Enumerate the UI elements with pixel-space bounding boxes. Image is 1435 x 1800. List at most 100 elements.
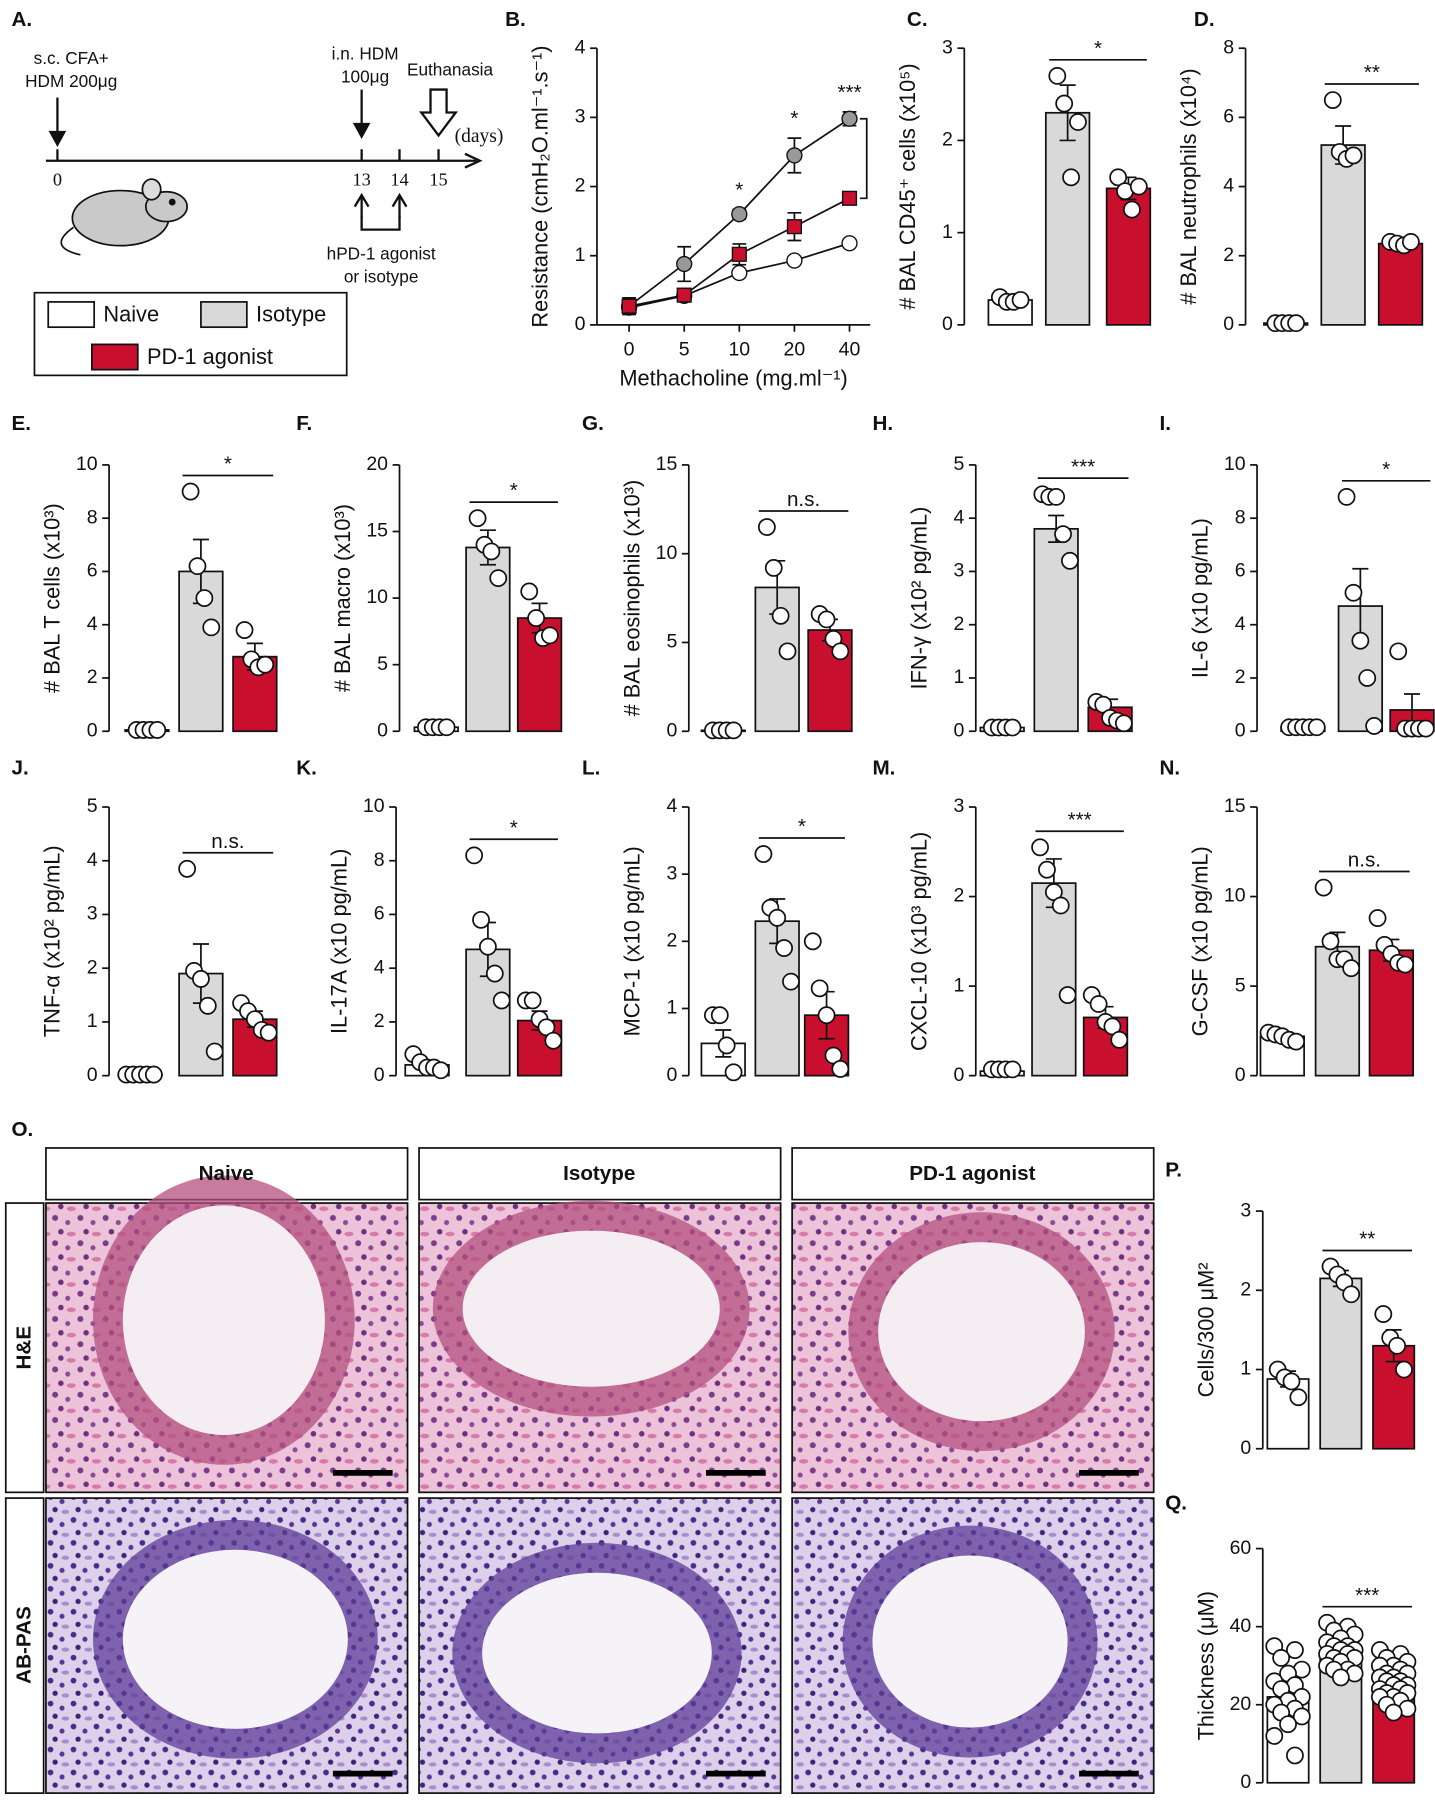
y-axis-label: TNF-α (x10² pg/mL) [40, 845, 65, 1037]
y-tick-label: 0 [377, 719, 388, 741]
legend-label: Naive [103, 301, 159, 326]
significance-label: * [224, 453, 232, 476]
marker [731, 246, 747, 262]
panel-label: B. [505, 8, 526, 31]
y-tick-label: 10 [656, 542, 678, 564]
annotation: s.c. CFA+ [34, 48, 109, 68]
y-tick-label: 1 [1240, 1358, 1251, 1380]
data-point [1286, 1746, 1304, 1765]
data-point [817, 610, 836, 629]
day-label: 13 [352, 170, 370, 190]
y-tick-label: 4 [666, 795, 677, 817]
panel-label: E. [12, 412, 32, 435]
timeline [45, 88, 483, 256]
significance-label: *** [1355, 1584, 1379, 1607]
y-tick-label: 5 [953, 453, 964, 475]
airway-lumen [878, 1242, 1085, 1422]
legend-label: Isotype [256, 301, 326, 326]
data-point [724, 721, 743, 740]
y-tick-label: 0 [1235, 719, 1246, 741]
y-tick-label: 6 [1223, 106, 1234, 128]
data-point [782, 972, 800, 991]
y-axis-label: Cells/300 μM² [1193, 1262, 1218, 1397]
data-point [1003, 1060, 1022, 1079]
y-tick-label: 0 [87, 1064, 98, 1086]
data-point [768, 908, 787, 927]
y-tick-label: 4 [1223, 175, 1234, 197]
panel-label: A. [12, 8, 33, 31]
data-point [1062, 168, 1080, 187]
annotation: 100μg [341, 67, 389, 87]
data-point [192, 970, 210, 988]
panel-label: N. [1159, 757, 1180, 780]
x-tick-label: 5 [679, 338, 690, 360]
data-point [256, 655, 275, 674]
data-point [148, 721, 167, 739]
data-point [803, 932, 822, 951]
data-point [1031, 838, 1049, 857]
y-tick-label: 0 [1240, 1437, 1251, 1459]
significance-label: n.s. [1348, 849, 1381, 872]
bar [1377, 242, 1424, 326]
y-tick-label: 6 [87, 560, 98, 582]
significance-label: n.s. [211, 830, 244, 853]
data-point [754, 845, 773, 863]
data-point [1011, 291, 1030, 309]
legend-swatch [47, 301, 96, 329]
y-tick-label: 2 [666, 929, 677, 951]
data-point [771, 606, 790, 625]
column-header: Isotype [563, 1162, 635, 1185]
marker [731, 206, 748, 223]
y-tick-label: 5 [1235, 974, 1246, 996]
data-point [1395, 1360, 1413, 1379]
airway-lumen [872, 1555, 1068, 1728]
y-tick-label: 5 [666, 631, 677, 653]
data-point [492, 991, 511, 1010]
y-tick-label: 4 [87, 613, 98, 635]
y-tick-label: 1 [953, 666, 964, 688]
data-point [1069, 113, 1087, 131]
panel-label: F. [296, 412, 312, 435]
data-point [1055, 94, 1074, 113]
y-axis-label: G-CSF (x10 pg/mL) [1188, 846, 1213, 1036]
panel-label: L. [582, 757, 600, 780]
data-point [764, 559, 783, 577]
y-tick-label: 3 [953, 560, 964, 582]
data-point [195, 589, 214, 607]
y-axis-label: # BAL CD45⁺ cells (x10⁵) [895, 63, 920, 309]
y-axis-label: IFN-γ (x10² pg/mL) [906, 507, 931, 690]
data-point [1003, 718, 1022, 737]
bar [1044, 111, 1091, 326]
panel-label: I. [1159, 412, 1170, 435]
panel-label: C. [907, 8, 928, 31]
y-tick-label: 2 [575, 175, 586, 197]
marker [786, 252, 803, 269]
significance-label: * [735, 178, 743, 201]
data-point [775, 939, 793, 957]
significance-label: * [790, 107, 798, 130]
data-point [717, 1036, 736, 1055]
significance-label: * [798, 815, 806, 838]
data-point [1374, 1305, 1393, 1323]
data-point [1323, 91, 1342, 109]
y-axis-label: IL-17A (x10 pg/mL) [327, 849, 352, 1034]
airway-lumen [482, 1572, 712, 1734]
data-point [1061, 551, 1079, 570]
data-point [468, 509, 487, 528]
y-tick-label: 2 [1223, 244, 1234, 266]
legend-swatch [200, 301, 248, 329]
y-tick-label: 2 [374, 1010, 385, 1032]
y-tick-label: 3 [953, 795, 964, 817]
panel-label: O. [12, 1118, 34, 1141]
marker [786, 147, 803, 164]
axis-unit: (days) [455, 126, 504, 147]
panel-label: M. [872, 757, 895, 780]
y-tick-label: 0 [666, 1064, 677, 1086]
data-point [489, 569, 508, 588]
y-tick-label: 3 [575, 106, 586, 128]
y-tick-label: 1 [87, 1010, 98, 1032]
y-axis-label: # BAL eosinophils (x10³) [619, 480, 644, 717]
marker [841, 110, 858, 127]
y-axis-label: # BAL macro (x10³) [330, 504, 355, 692]
